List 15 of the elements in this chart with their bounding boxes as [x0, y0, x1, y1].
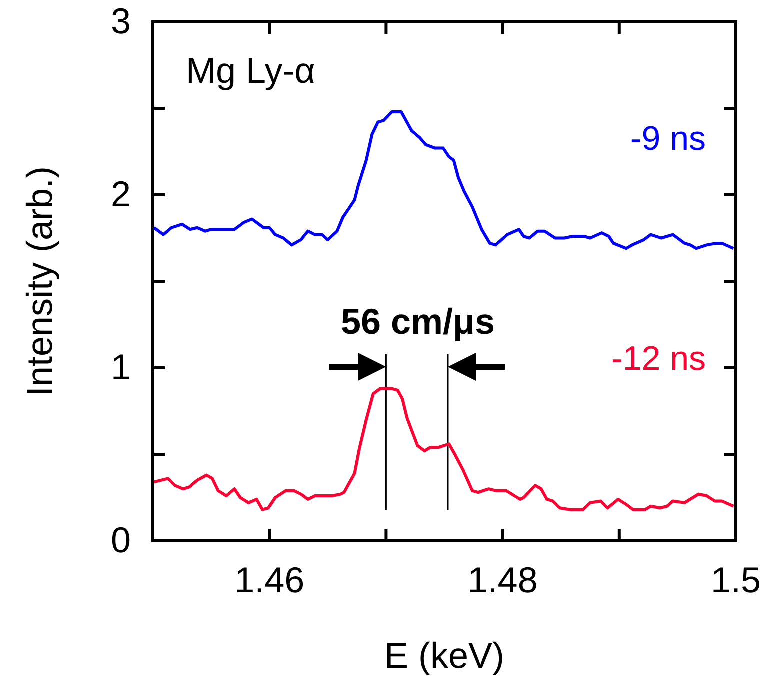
y-tick-label: 2: [110, 174, 131, 215]
x-tick-label: 1.48: [468, 560, 538, 601]
annotation: Mg Ly-α: [186, 50, 316, 91]
y-axis-title: Intensity (arb.): [19, 166, 60, 397]
text: -9 ns: [630, 120, 706, 158]
x-axis-title: E (keV): [384, 635, 505, 676]
x-tick-label: 1.46: [234, 560, 305, 601]
annotation: 56 cm/μs: [340, 301, 496, 342]
y-tick-label: 1: [110, 346, 131, 388]
line-series: [152, 110, 736, 250]
y-tick-label: 0: [110, 520, 131, 561]
line-series: [152, 387, 736, 512]
y-tick-label: 3: [110, 0, 131, 42]
text: -12 ns: [612, 340, 706, 378]
x-tick-label: 1.5: [710, 560, 762, 601]
